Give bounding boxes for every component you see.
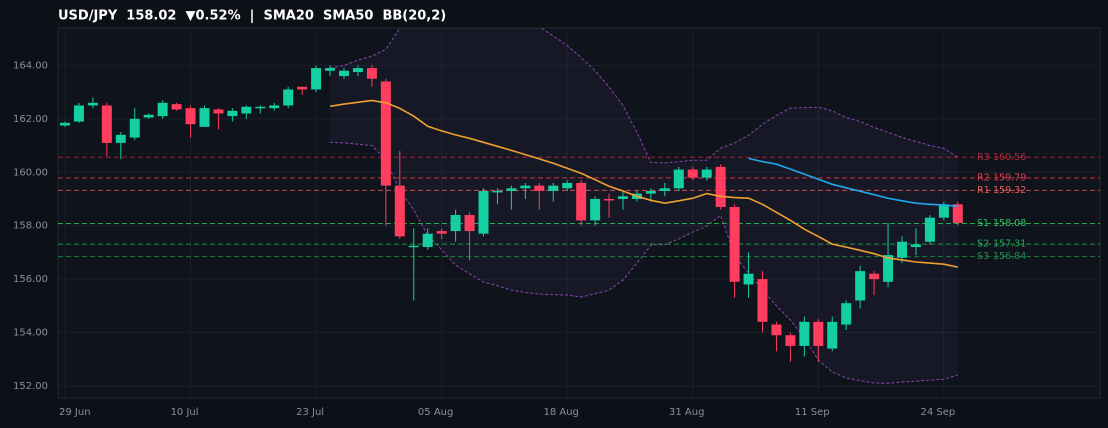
chart-title: USD/JPY 158.02 ▼0.52% | SMA20 SMA50 BB(2… xyxy=(58,9,446,24)
x-tick-label: 18 Aug xyxy=(543,407,578,418)
candle-body xyxy=(785,335,796,346)
candle-body xyxy=(325,68,336,71)
candle-body xyxy=(701,169,712,178)
band-line xyxy=(330,28,959,164)
candle-body xyxy=(60,122,70,126)
candle-body xyxy=(380,81,391,186)
x-tick-label: 05 Aug xyxy=(418,407,453,418)
candle-body xyxy=(520,185,531,189)
candle-body xyxy=(910,244,921,248)
candle-body xyxy=(576,182,587,221)
candle-body xyxy=(938,204,949,218)
candle-body xyxy=(506,188,517,191)
candle-body xyxy=(715,166,726,207)
candle-body xyxy=(450,215,461,232)
candle-body xyxy=(297,86,308,90)
candle-body xyxy=(548,185,559,191)
band-line xyxy=(330,141,958,384)
candle-body xyxy=(618,196,628,199)
candle-body xyxy=(87,102,98,106)
candle-body xyxy=(771,324,782,336)
candle-body xyxy=(101,105,112,143)
candle-body xyxy=(422,233,433,248)
y-tick-label: 160.00 xyxy=(13,167,48,178)
candle-body xyxy=(115,134,126,143)
candle-body xyxy=(673,169,684,189)
candle-body xyxy=(283,89,294,106)
level-name: S1 xyxy=(977,218,989,229)
candle-body xyxy=(185,108,196,125)
candle-body xyxy=(143,114,154,118)
y-tick-label: 152.00 xyxy=(13,381,48,392)
candle-body xyxy=(157,102,168,117)
ma-line xyxy=(748,157,958,207)
x-tick-label: 23 Jul xyxy=(296,407,324,418)
y-tick-label: 162.00 xyxy=(13,114,48,125)
y-tick-label: 156.00 xyxy=(13,274,48,285)
y-tick-label: 154.00 xyxy=(13,328,48,339)
candle-body xyxy=(129,118,140,138)
level-value: 158.08 xyxy=(993,218,1026,229)
x-tick-label: 24 Sep xyxy=(920,407,955,418)
level-name: S3 xyxy=(977,251,989,262)
x-tick-label: 29 Jun xyxy=(59,407,91,418)
candle-body xyxy=(213,109,224,114)
candle-body xyxy=(952,204,963,224)
candle-body xyxy=(339,70,349,77)
candle-body xyxy=(645,190,656,194)
candle-body xyxy=(883,255,894,282)
candle-body xyxy=(590,198,601,221)
level-value: 156.84 xyxy=(993,251,1026,262)
y-tick-label: 164.00 xyxy=(13,60,48,71)
candle-body xyxy=(687,169,698,178)
candle-body xyxy=(352,68,363,73)
candle-body xyxy=(199,108,210,127)
candle-body xyxy=(227,110,238,117)
level-value: 159.32 xyxy=(993,185,1026,196)
candle-body xyxy=(604,198,615,201)
candle-body xyxy=(827,321,838,349)
band-fill xyxy=(330,28,958,384)
candle-body xyxy=(813,321,824,346)
candle-body xyxy=(897,241,907,258)
candle-body xyxy=(799,321,810,346)
y-tick-label: 158.00 xyxy=(13,221,48,232)
candle-body xyxy=(729,206,740,282)
candle-body xyxy=(534,185,545,191)
candle-body xyxy=(241,106,252,114)
candle-body xyxy=(464,215,475,232)
level-value: 159.79 xyxy=(993,172,1026,183)
x-tick-label: 31 Aug xyxy=(669,407,704,418)
level-name: S2 xyxy=(977,239,989,250)
candle-body xyxy=(394,185,405,237)
candle-body xyxy=(757,279,768,322)
candle-body xyxy=(478,190,489,234)
candle-body xyxy=(855,271,866,301)
candle-body xyxy=(659,188,670,191)
x-tick-label: 11 Sep xyxy=(795,407,830,418)
x-tick-label: 10 Jul xyxy=(171,407,199,418)
candle-body xyxy=(171,104,182,110)
ma-line xyxy=(329,99,958,268)
candle-body xyxy=(869,273,880,280)
candle-body xyxy=(924,217,935,242)
level-name: R2 xyxy=(977,172,990,183)
candle-body xyxy=(366,68,377,79)
candle-body xyxy=(255,106,266,109)
level-value: 160.56 xyxy=(993,152,1026,163)
candle-body xyxy=(269,105,280,109)
candle-body xyxy=(841,303,852,325)
candle-body xyxy=(73,105,84,122)
candle-body xyxy=(562,182,573,189)
level-name: R3 xyxy=(977,152,990,163)
candle-body xyxy=(311,68,322,90)
plot xyxy=(58,28,1100,398)
candle-body xyxy=(436,231,447,234)
level-name: R1 xyxy=(977,185,990,196)
candle-body xyxy=(743,273,754,285)
candle-body xyxy=(408,245,419,248)
level-value: 157.31 xyxy=(993,239,1026,250)
candle-body xyxy=(492,190,503,193)
